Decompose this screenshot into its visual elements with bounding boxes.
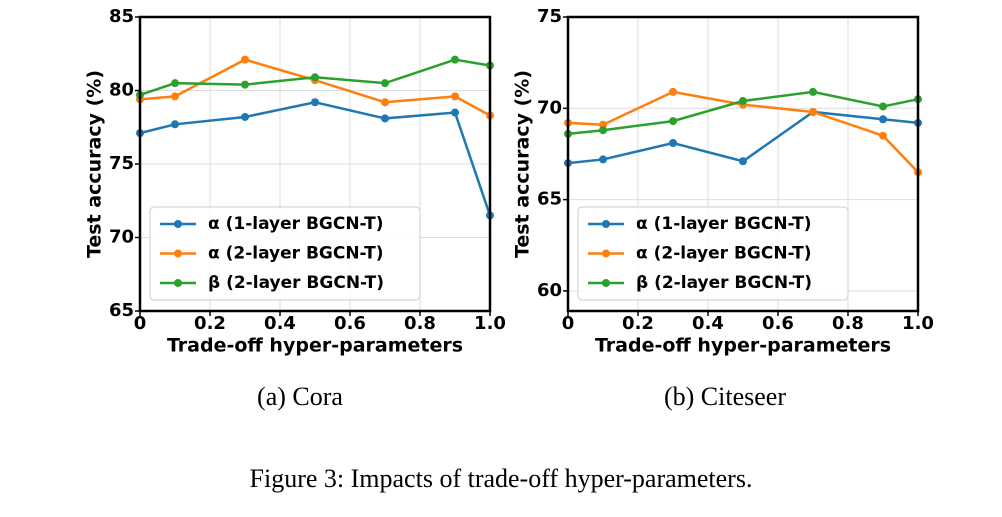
x-tick-label: 0.2 <box>194 313 226 334</box>
series-line <box>139 100 492 216</box>
x-tick-label: 0.8 <box>404 313 436 334</box>
point <box>669 139 677 147</box>
point <box>241 55 249 64</box>
y-tick-label: 65 <box>537 189 562 210</box>
y-axis-label: Test accuracy (%) <box>512 70 534 258</box>
legend-marker <box>602 279 610 287</box>
legend-marker <box>174 220 182 228</box>
point <box>451 55 459 64</box>
point <box>241 112 249 121</box>
y-tick-label: 65 <box>109 300 134 321</box>
chart: 60 65 70 75 0 0.2 0.4 0.6 0.8 1.0 Trade-off hyper-… <box>512 6 934 411</box>
legend-label: α (1-layer BGCN-T) <box>636 214 811 234</box>
point <box>381 98 389 107</box>
series-line <box>139 58 491 117</box>
series-line <box>567 110 919 165</box>
legend-marker <box>602 220 610 228</box>
point <box>451 92 459 101</box>
point <box>599 155 607 164</box>
point <box>381 79 389 88</box>
point <box>171 120 179 129</box>
x-tick-label: 0.2 <box>622 313 654 334</box>
plot-frame <box>138 15 492 313</box>
y-tick-label: 75 <box>109 153 134 174</box>
legend-box <box>577 206 849 301</box>
chart: 65 70 75 80 85 0 0.2 0.4 0.6 0.8 1.0 Trade-off hype… <box>84 6 506 411</box>
y-tick-label: 80 <box>109 80 134 101</box>
legend-label: α (1-layer BGCN-T) <box>208 214 383 234</box>
x-tick-label: 0.4 <box>692 313 724 334</box>
point <box>879 131 887 140</box>
point <box>809 87 817 96</box>
x-axis-label: Trade-off hyper-parameters <box>595 335 891 357</box>
point <box>311 98 319 107</box>
legend-label: β (2-layer BGCN-T) <box>636 273 812 293</box>
point <box>599 120 607 129</box>
legend-marker <box>602 249 610 258</box>
x-tick-label: 0.6 <box>762 313 794 334</box>
figure-caption: Figure 3: Impacts of trade-off hyper-par… <box>250 464 753 493</box>
point <box>241 80 249 89</box>
point <box>669 117 677 126</box>
y-axis-label: Test accuracy (%) <box>84 70 106 258</box>
y-tick-label: 60 <box>537 280 562 301</box>
x-tick-label: 0 <box>562 313 575 334</box>
point <box>669 87 677 96</box>
point <box>879 115 887 124</box>
point <box>381 114 389 123</box>
point <box>879 102 887 111</box>
point <box>311 73 319 82</box>
point <box>739 157 747 166</box>
x-tick-label: 0.8 <box>832 313 864 334</box>
legend-label: α (2-layer BGCN-T) <box>636 244 811 264</box>
x-axis-label: Trade-off hyper-parameters <box>167 335 463 357</box>
point <box>599 126 607 135</box>
x-tick-label: 0 <box>134 313 147 334</box>
legend-marker <box>174 249 182 258</box>
x-tick-label: 1.0 <box>474 313 506 334</box>
point <box>739 97 747 105</box>
y-tick-label: 85 <box>109 6 134 27</box>
x-tick-label: 1.0 <box>902 313 934 334</box>
point <box>809 107 817 116</box>
point <box>171 92 179 101</box>
x-tick-label: 0.6 <box>334 313 366 334</box>
legend-label: β (2-layer BGCN-T) <box>208 273 384 293</box>
plot-frame <box>566 15 920 313</box>
y-tick-label: 70 <box>537 97 562 118</box>
x-tick-label: 0.4 <box>264 313 296 334</box>
point <box>451 108 459 117</box>
y-tick-label: 75 <box>537 6 562 27</box>
point <box>171 79 179 88</box>
legend-label: α (2-layer BGCN-T) <box>208 244 383 264</box>
legend-marker <box>174 279 182 287</box>
y-tick-label: 70 <box>109 227 134 248</box>
subcaption: (a) Cora <box>257 382 343 411</box>
legend-box <box>149 206 421 301</box>
subcaption: (b) Citeseer <box>664 382 786 411</box>
